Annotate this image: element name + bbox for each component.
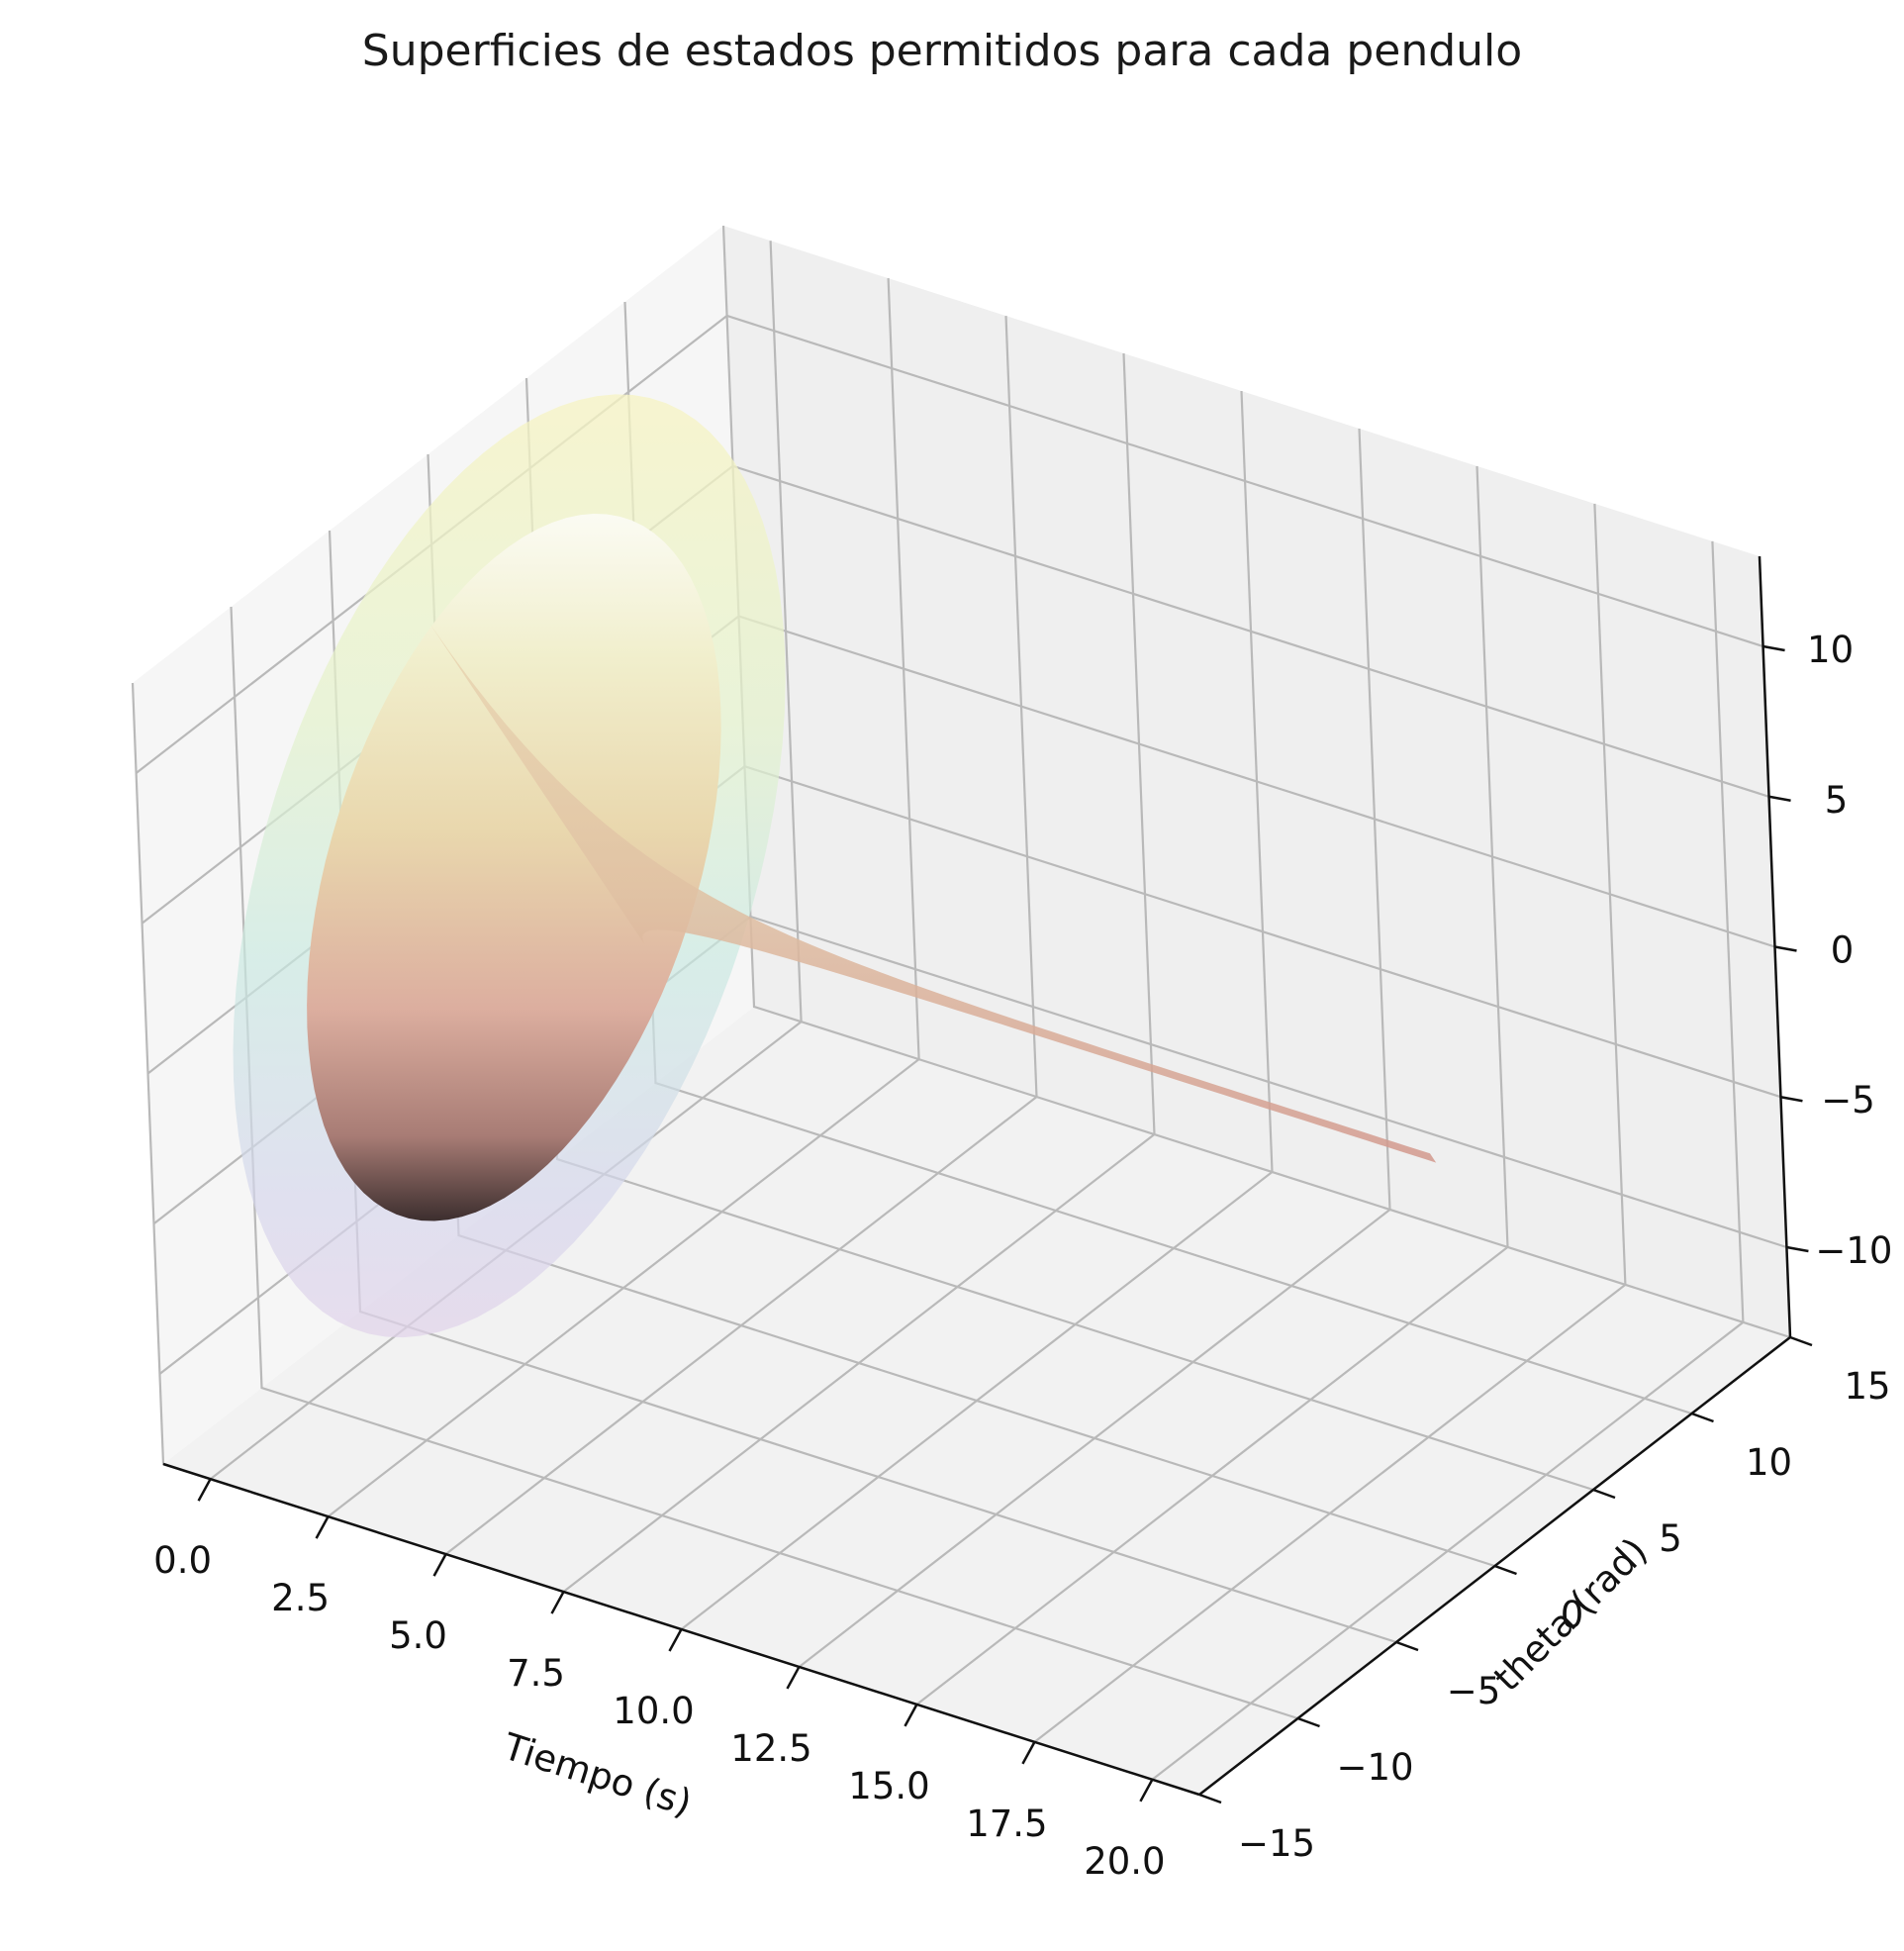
x-tick bbox=[550, 1591, 565, 1614]
z-tick-label: −5 bbox=[1821, 1079, 1875, 1122]
x-tick bbox=[904, 1704, 918, 1727]
x-tick bbox=[197, 1478, 212, 1502]
x-axis-label: Tiempo (s) bbox=[498, 1724, 697, 1824]
x-tick bbox=[786, 1666, 801, 1690]
y-tick-label: −10 bbox=[1336, 1746, 1413, 1789]
x-tick-label: 17.5 bbox=[966, 1803, 1047, 1845]
y-tick-label: 5 bbox=[1659, 1517, 1682, 1560]
x-tick-label: 0.0 bbox=[153, 1539, 212, 1582]
x-tick-label: 10.0 bbox=[613, 1690, 694, 1732]
y-tick bbox=[1494, 1564, 1517, 1576]
z-tick bbox=[1768, 795, 1791, 802]
y-tick-label: −5 bbox=[1447, 1670, 1501, 1712]
grid-line-y bbox=[230, 606, 1298, 1720]
y-tick-label: −15 bbox=[1238, 1822, 1315, 1865]
y-tick bbox=[1691, 1412, 1714, 1423]
z-tick-label: 5 bbox=[1825, 779, 1849, 822]
y-axis-label: theta (rad) bbox=[1485, 1529, 1656, 1700]
y-tick bbox=[1592, 1488, 1616, 1500]
x-tick-label: 7.5 bbox=[507, 1652, 565, 1695]
x-tick bbox=[1139, 1779, 1154, 1803]
x-tick-label: 20.0 bbox=[1084, 1840, 1165, 1883]
y-tick bbox=[1297, 1716, 1320, 1728]
z-tick-label: 0 bbox=[1831, 929, 1855, 972]
z-tick bbox=[1780, 1096, 1803, 1103]
x-tick bbox=[1021, 1741, 1036, 1765]
z-tick bbox=[1762, 644, 1785, 652]
x-tick-label: 5.0 bbox=[389, 1614, 447, 1657]
x-tick bbox=[432, 1553, 447, 1577]
x-tick-label: 2.5 bbox=[271, 1577, 330, 1619]
y-tick-label: 15 bbox=[1844, 1365, 1890, 1408]
inner-surface bbox=[307, 514, 721, 1221]
y-tick-label: 10 bbox=[1746, 1441, 1792, 1484]
x-tick bbox=[668, 1628, 683, 1652]
y-tick-label: 0 bbox=[1561, 1594, 1584, 1636]
y-tick bbox=[1198, 1793, 1222, 1805]
grid-line-z bbox=[135, 314, 1763, 774]
x-tick-label: 15.0 bbox=[848, 1765, 929, 1807]
y-tick bbox=[1395, 1640, 1419, 1652]
y-tick bbox=[1789, 1335, 1813, 1347]
z-tick-label: −10 bbox=[1815, 1229, 1892, 1272]
horn-surface bbox=[429, 624, 1437, 1163]
x-tick-label: 12.5 bbox=[730, 1727, 811, 1770]
z-tick-label: 10 bbox=[1807, 629, 1854, 671]
z-tick bbox=[1774, 945, 1797, 952]
chart-title: Superficies de estados permitidos para c… bbox=[362, 26, 1522, 76]
z-tick bbox=[1786, 1245, 1809, 1253]
x-tick bbox=[315, 1515, 330, 1539]
